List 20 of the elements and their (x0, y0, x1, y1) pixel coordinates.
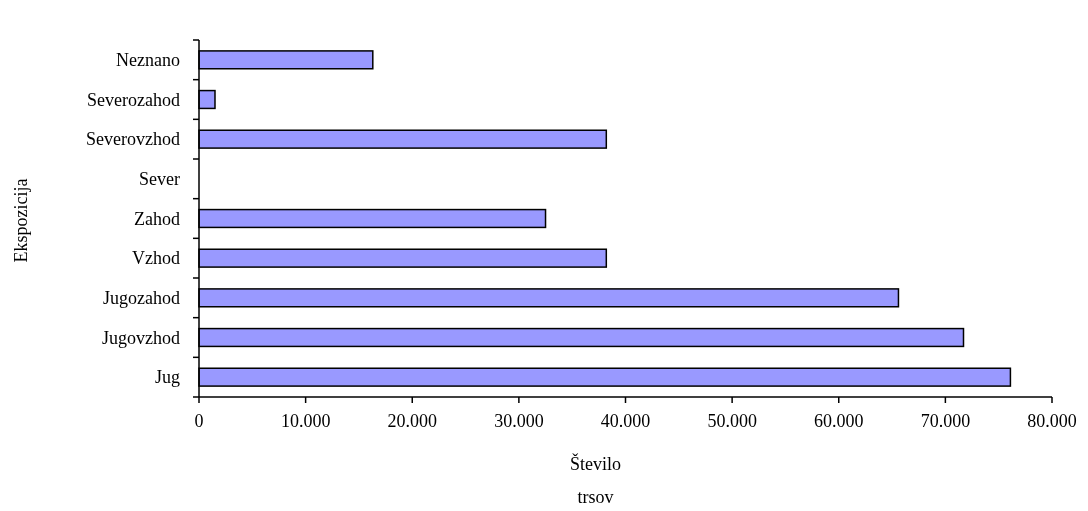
x-tick-label: 20.000 (387, 411, 437, 431)
x-tick-label: 50.000 (707, 411, 757, 431)
x-tick-label: 10.000 (280, 411, 331, 431)
y-tick-label: Jugozahod (103, 287, 180, 308)
y-tick-label: Zahod (134, 208, 180, 229)
y-axis-title: Ekspozicija (11, 178, 31, 263)
x-tick-label: 60.000 (814, 411, 864, 431)
x-axis-title: Število trsov (569, 453, 622, 507)
y-tick-label: Severovzhod (86, 129, 180, 150)
x-tick-label: 70.000 (920, 411, 971, 431)
y-tick-label: Severozahod (87, 89, 180, 110)
x-tick-label: 30.000 (494, 411, 544, 431)
y-tick-label: Vzhod (132, 248, 180, 269)
y-tick-label: Sever (139, 168, 180, 189)
y-tick-label: Neznano (116, 49, 180, 70)
x-tick-label: 0 (194, 411, 204, 431)
x-tick-label: 40.000 (600, 411, 651, 431)
x-tick-label: 80.000 (1027, 411, 1077, 431)
y-tick-label: Jug (154, 367, 180, 388)
y-tick-label: Jugovzhod (102, 327, 180, 348)
